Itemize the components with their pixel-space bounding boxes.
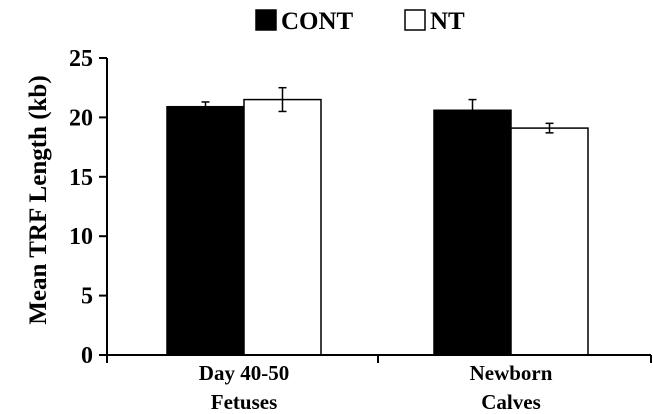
x-category-label-0-line-1: Fetuses <box>211 390 278 414</box>
legend-swatch-cont <box>255 9 277 31</box>
y-tick-label-15: 15 <box>69 165 93 191</box>
bar-nt-1 <box>510 127 589 356</box>
legend-swatch-nt <box>404 9 426 31</box>
bar-cont-0 <box>166 105 245 356</box>
axes: 0 5 10 15 20 25 Day 40-50 Fetuses Newborn Calves <box>69 46 652 414</box>
y-tick-label-0: 0 <box>81 343 93 369</box>
x-category-label-0: Day 40-50 Fetuses <box>199 361 289 414</box>
legend: CONT NT <box>255 8 465 35</box>
x-category-label-1-line-1: Calves <box>481 390 541 414</box>
legend-label-nt: NT <box>430 8 465 35</box>
x-category-label-0-line-0: Day 40-50 <box>199 361 289 385</box>
x-category-label-1: Newborn Calves <box>470 361 553 414</box>
y-tick-label-25: 25 <box>69 46 93 72</box>
bar-nt-0 <box>243 98 322 356</box>
y-axis-title: Mean TRF Length (kb) <box>25 75 52 324</box>
bar-cont-1 <box>433 109 512 356</box>
x-category-label-1-line-0: Newborn <box>470 361 553 385</box>
y-tick-label-10: 10 <box>69 224 93 250</box>
y-tick-label-20: 20 <box>69 105 93 131</box>
legend-label-cont: CONT <box>281 8 354 35</box>
plot-area <box>166 86 589 356</box>
y-tick-label-5: 5 <box>81 284 93 310</box>
